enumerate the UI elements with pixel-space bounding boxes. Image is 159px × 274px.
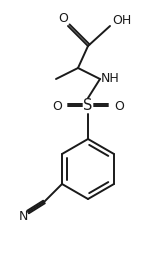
Text: O: O [58,13,68,25]
Text: O: O [114,99,124,113]
Text: S: S [83,98,93,113]
Text: N: N [18,210,28,222]
Text: OH: OH [112,13,132,27]
Text: NH: NH [101,73,119,85]
Text: O: O [52,99,62,113]
